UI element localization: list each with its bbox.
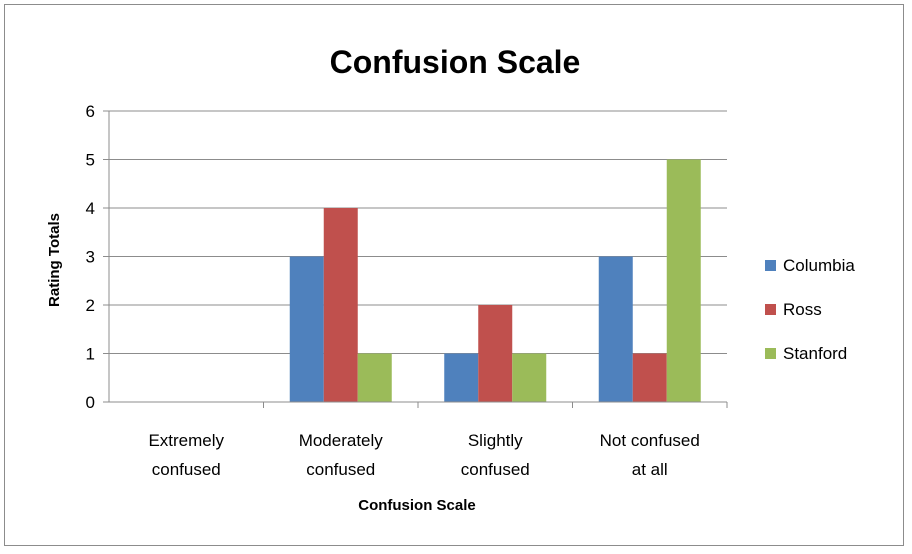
x-tick-label: Slightly xyxy=(468,431,523,450)
x-axis-title: Confusion Scale xyxy=(358,497,476,514)
legend-swatch xyxy=(765,304,776,315)
legend-swatch xyxy=(765,348,776,359)
y-axis-ticks: 0 1 2 3 4 5 6 xyxy=(86,102,95,412)
bar-stanford xyxy=(512,353,547,402)
chart-title: Confusion Scale xyxy=(330,44,581,80)
x-axis-ticks: Extremely confused Moderately confused Sligh… xyxy=(148,431,699,479)
x-tick-label: Not confused xyxy=(600,431,700,450)
bar-columbia xyxy=(289,256,324,402)
axes xyxy=(103,110,728,408)
bar-ross xyxy=(632,353,667,402)
y-tick-label: 0 xyxy=(86,393,95,412)
x-tick-label: confused xyxy=(461,460,530,479)
x-tick-label: Moderately xyxy=(299,431,384,450)
chart-area: Confusion Scale 0 1 2 3 4 5 6 Extremely confuse… xyxy=(4,4,904,546)
x-tick-label: at all xyxy=(632,460,668,479)
y-tick-label: 6 xyxy=(86,102,95,121)
bar-columbia xyxy=(598,256,633,402)
bar-ross xyxy=(323,208,358,402)
legend-swatch xyxy=(765,260,776,271)
y-axis-title: Rating Totals xyxy=(46,213,63,307)
bars xyxy=(289,159,701,402)
x-tick-label: Extremely xyxy=(148,431,224,450)
legend-label: Ross xyxy=(783,300,822,319)
bar-stanford xyxy=(357,353,392,402)
bar-stanford xyxy=(666,159,701,402)
y-tick-label: 3 xyxy=(86,248,95,267)
legend-label: Stanford xyxy=(783,344,847,363)
legend: Columbia Ross Stanford xyxy=(765,256,855,363)
y-tick-label: 5 xyxy=(86,151,95,170)
x-tick-label: confused xyxy=(152,460,221,479)
y-tick-label: 4 xyxy=(86,199,95,218)
y-tick-label: 2 xyxy=(86,296,95,315)
bar-columbia xyxy=(444,353,479,402)
legend-label: Columbia xyxy=(783,256,855,275)
bar-chart: Confusion Scale 0 1 2 3 4 5 6 Extremely confuse… xyxy=(46,44,855,514)
x-tick-label: confused xyxy=(306,460,375,479)
y-tick-label: 1 xyxy=(86,345,95,364)
gridlines xyxy=(109,110,727,354)
bar-ross xyxy=(478,305,513,402)
